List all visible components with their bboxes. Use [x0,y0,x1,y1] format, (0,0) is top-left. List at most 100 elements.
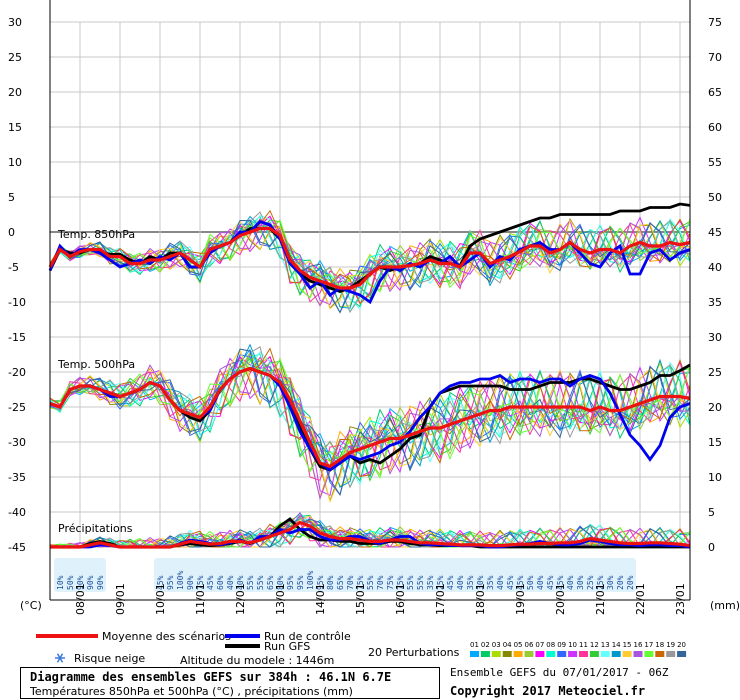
snow-risk-value: 100% [176,571,185,590]
snow-risk-value: 45% [446,575,455,590]
snow-risk-value: 55% [256,575,265,590]
date-tick-label: 14/01 [314,583,327,615]
snow-risk-value: 55% [246,575,255,590]
perturbation-id: 12 [590,641,599,649]
snow-risk-value: 70% [376,575,385,590]
snowflake-icon [55,653,65,663]
date-tick-label: 18/01 [474,583,487,615]
left-tick-label: -5 [8,261,19,274]
right-tick-label: 15 [708,436,722,449]
perturbation-id: 01 [470,641,479,649]
perturbation-500-line [49,346,691,489]
perturbations-label: 20 Perturbations [368,646,460,659]
right-tick-label: 0 [708,541,715,554]
date-tick-label: 13/01 [274,583,287,615]
snow-risk-value: 75% [356,575,365,590]
date-tick-label: 08/01 [74,583,87,615]
perturbation-id: 17 [644,641,653,649]
perturbation-850-line [49,211,691,314]
perturbation-swatch [666,651,676,657]
altitude-label: Altitude du modele : 1446m [180,654,334,667]
left-tick-label: 0 [8,226,15,239]
snow-risk-value: 25% [586,575,595,590]
perturbation-id: 11 [579,641,588,649]
snow-band [154,558,636,592]
perturbation-swatch [546,651,556,657]
snow-risk-value: 80% [276,575,285,590]
right-tick-label: 25 [708,366,722,379]
legend: Moyenne des scénarios Run de contrôle Ru… [36,630,687,667]
left-tick-label: -25 [8,401,26,414]
date-tick-label: 09/01 [114,583,127,615]
perturbation-id: 07 [535,641,544,649]
perturbation-swatch [589,651,599,657]
snow-risk-value: 55% [366,575,375,590]
left-tick-label: -10 [8,296,26,309]
perturbation-id: 18 [655,641,664,649]
panel-label-500hpa: Temp. 500hPa [57,358,135,371]
copyright: Copyright 2017 Meteociel.fr [450,684,646,698]
perturbation-id: 20 [677,641,686,649]
left-tick-label: 10 [8,156,22,169]
perturbation-swatch [633,651,643,657]
date-tick-label: 15/01 [354,583,367,615]
perturbation-swatch [644,651,654,657]
snow-risk-value: 20% [616,575,625,590]
perturbation-swatch [480,651,490,657]
perturbation-swatch [622,651,632,657]
date-tick-label: 10/01 [154,583,167,615]
snow-risk-value: 90% [186,575,195,590]
perturbation-id: 02 [481,641,490,649]
snow-risk-value: 35% [426,575,435,590]
snow-risk-value: 90% [86,575,95,590]
snow-risk-value: 75% [196,575,205,590]
right-tick-label: 45 [708,226,722,239]
snow-risk-value: 45% [156,575,165,590]
date-tick-label: 12/01 [234,583,247,615]
snow-risk-value: 45% [206,575,215,590]
perturbation-swatch [524,651,534,657]
left-tick-label: 25 [8,51,22,64]
snow-risk-value: 50% [66,575,75,590]
left-tick-label: -35 [8,471,26,484]
right-tick-label: 70 [708,51,722,64]
snow-risk-value: 45% [506,575,515,590]
date-tick-label: 21/01 [594,583,607,615]
snow-risk-value: 100% [306,571,315,590]
chart-title-box: Diagramme des ensembles GEFS sur 384h : … [20,667,440,699]
perturbation-id: 06 [525,641,534,649]
date-tick-label: 11/01 [194,583,207,615]
snow-risk-strip: 10% 50% 90% 90% 90% 45% 95% 100% 90% 75% 45% 60% 40%… [54,558,636,592]
main-series-lines [48,202,691,549]
right-unit-label: (mm) [710,599,740,612]
perturbation-id: 05 [514,641,523,649]
legend-label-gfs: Run GFS [264,640,310,653]
left-unit-label: (°C) [20,599,42,612]
date-tick-label: 16/01 [394,583,407,615]
snow-risk-value: 95% [296,575,305,590]
left-tick-label: -30 [8,436,26,449]
right-tick-label: 55 [708,156,722,169]
chart-subtitle: Températures 850hPa et 500hPa (°C) , pré… [30,685,353,698]
right-tick-label: 65 [708,86,722,99]
snow-risk-value: 95% [286,575,295,590]
perturbation-swatches: 01 02 03 04 05 06 07 08 09 10 11 12 13 14 15 16 17 18 19 20 [470,641,687,657]
perturbation-swatch [557,651,567,657]
snow-risk-value: 55% [416,575,425,590]
panel-labels: Temp. 850hPa Temp. 500hPa Précipitations [57,228,135,535]
perturbation-id: 03 [492,641,501,649]
date-tick-label: 19/01 [514,583,527,615]
left-tick-label: 30 [8,16,22,29]
perturbation-id: 04 [503,641,512,649]
snow-risk-value: 65% [266,575,275,590]
snow-risk-value: 45% [516,575,525,590]
snow-risk-value: 80% [326,575,335,590]
perturbation-swatch [677,651,687,657]
snow-risk-value: 30% [606,575,615,590]
perturbation-swatch [513,651,523,657]
snow-risk-value: 40% [456,575,465,590]
snow-risk-value: 40% [226,575,235,590]
perturbation-id: 09 [557,641,566,649]
perturbation-swatch [655,651,665,657]
